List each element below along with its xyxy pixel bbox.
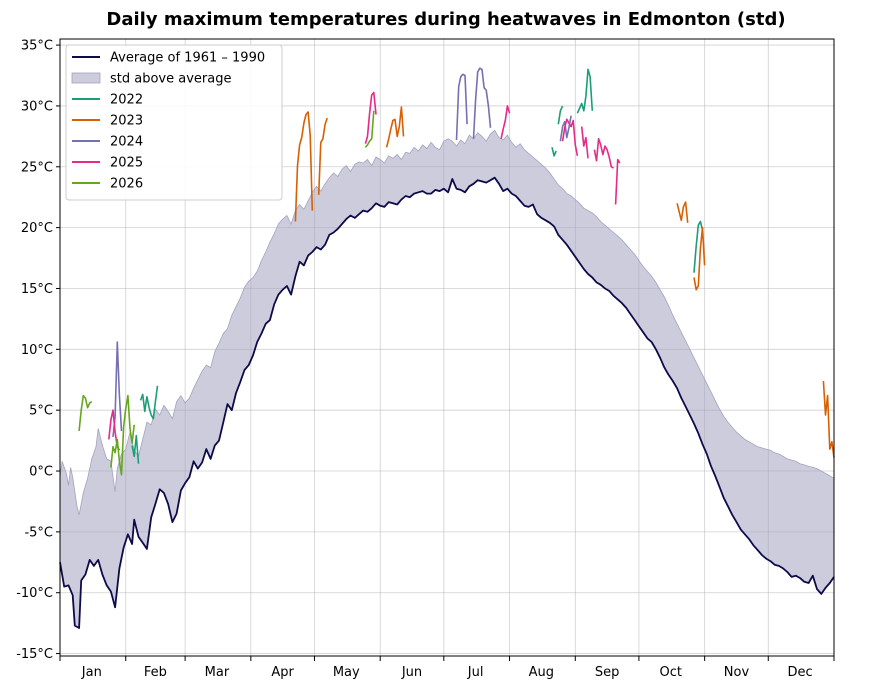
series-2025-line [561, 118, 579, 156]
y-axis: 35°C 30°C 25°C 20°C 15°C 10°C 5°C 0°C -5°C -10°C -… [16, 39, 60, 662]
y-tick-label: 20°C [21, 221, 53, 236]
x-tick-label: Jan [81, 665, 102, 680]
y-tick-label: -15°C [16, 647, 53, 662]
legend-label-2026: 2026 [110, 177, 143, 192]
average-line-layer [59, 176, 835, 629]
legend-swatch-std [71, 72, 101, 84]
series-2022-line [693, 220, 704, 273]
series-2025-line [580, 126, 589, 159]
legend: Average of 1961 – 1990 std above average 2… [65, 44, 283, 201]
series-2023-line [822, 380, 835, 458]
series-2023-line [317, 117, 328, 195]
series-2024-line [472, 67, 492, 139]
heatwave-series-layer [78, 67, 835, 476]
y-tick-label: -10°C [16, 586, 53, 601]
x-tick-label: Sep [595, 665, 620, 680]
legend-label-average: Average of 1961 – 1990 [110, 51, 265, 66]
y-tick-label: 0°C [29, 465, 53, 480]
series-2025-line [593, 138, 614, 169]
legend-label-2025: 2025 [110, 156, 143, 171]
series-2026-line [110, 394, 135, 476]
x-axis: Jan Feb Mar Apr May Jun Jul Aug Sep Oct Nov Dec [59, 656, 835, 680]
y-tick-label: 25°C [21, 160, 53, 175]
series-2024-line [455, 73, 468, 141]
x-tick-label: Feb [144, 665, 167, 680]
x-tick-label: Apr [271, 665, 294, 680]
plot-frame [59, 38, 835, 657]
y-tick-label: 15°C [21, 282, 53, 297]
series-2026-line [364, 110, 375, 148]
legend-label-std: std above average [110, 72, 231, 87]
x-tick-label: Mar [205, 665, 230, 680]
series-2025-line [500, 105, 511, 139]
legend-label-2023: 2023 [110, 114, 143, 129]
x-tick-label: Dec [787, 665, 812, 680]
std-band-area [59, 129, 835, 629]
legend-label-2024: 2024 [110, 135, 143, 150]
series-2026-line [78, 394, 93, 431]
x-tick-label: Jul [467, 665, 484, 680]
legend-label-2022: 2022 [110, 93, 143, 108]
series-2022-line [139, 385, 159, 420]
series-2023-line [693, 226, 706, 291]
y-tick-label: 10°C [21, 343, 53, 358]
series-2022-line [551, 147, 557, 157]
x-tick-label: Aug [529, 665, 554, 680]
series-2022-line [557, 105, 564, 125]
y-tick-label: 35°C [21, 39, 53, 54]
x-tick-label: Nov [724, 665, 750, 680]
series-2023-line [294, 111, 314, 222]
x-tick-label: May [333, 665, 360, 680]
chart-title: Daily maximum temperatures during heatwa… [106, 9, 785, 30]
x-tick-label: Jun [401, 665, 422, 680]
series-2022-line [576, 68, 594, 114]
series-2023-line [385, 106, 405, 148]
series-2022-line [131, 434, 140, 464]
y-tick-label: 5°C [29, 404, 53, 419]
average-line [59, 176, 835, 629]
series-2025-line [364, 91, 377, 144]
x-tick-label: Oct [659, 665, 681, 680]
y-tick-label: 30°C [21, 99, 53, 114]
series-2024-line [559, 115, 572, 142]
y-tick-label: -5°C [24, 525, 53, 540]
std-band-layer [59, 129, 835, 629]
series-2023-line [676, 201, 689, 223]
legend-box [65, 44, 283, 201]
series-2025-line [614, 158, 621, 205]
